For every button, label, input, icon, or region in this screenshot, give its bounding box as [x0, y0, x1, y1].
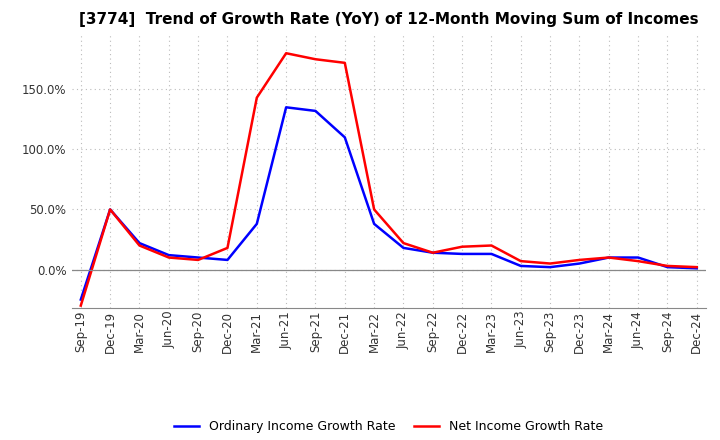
Title: [3774]  Trend of Growth Rate (YoY) of 12-Month Moving Sum of Incomes: [3774] Trend of Growth Rate (YoY) of 12-…: [79, 12, 698, 27]
Net Income Growth Rate: [164, 255, 173, 260]
Net Income Growth Rate: [106, 207, 114, 212]
Ordinary Income Growth Rate: [663, 264, 672, 270]
Net Income Growth Rate: [194, 257, 202, 263]
Ordinary Income Growth Rate: [341, 135, 349, 140]
Ordinary Income Growth Rate: [399, 245, 408, 250]
Ordinary Income Growth Rate: [106, 207, 114, 212]
Net Income Growth Rate: [76, 303, 85, 308]
Ordinary Income Growth Rate: [76, 297, 85, 302]
Net Income Growth Rate: [634, 258, 642, 264]
Ordinary Income Growth Rate: [634, 255, 642, 260]
Ordinary Income Growth Rate: [370, 221, 379, 227]
Ordinary Income Growth Rate: [311, 108, 320, 114]
Line: Ordinary Income Growth Rate: Ordinary Income Growth Rate: [81, 107, 697, 300]
Net Income Growth Rate: [605, 255, 613, 260]
Line: Net Income Growth Rate: Net Income Growth Rate: [81, 53, 697, 306]
Net Income Growth Rate: [370, 207, 379, 212]
Ordinary Income Growth Rate: [487, 251, 496, 257]
Ordinary Income Growth Rate: [223, 257, 232, 263]
Net Income Growth Rate: [693, 264, 701, 270]
Net Income Growth Rate: [341, 60, 349, 66]
Legend: Ordinary Income Growth Rate, Net Income Growth Rate: Ordinary Income Growth Rate, Net Income …: [169, 415, 608, 438]
Ordinary Income Growth Rate: [194, 255, 202, 260]
Ordinary Income Growth Rate: [575, 261, 584, 266]
Net Income Growth Rate: [223, 245, 232, 250]
Ordinary Income Growth Rate: [546, 264, 554, 270]
Net Income Growth Rate: [663, 263, 672, 268]
Net Income Growth Rate: [253, 95, 261, 100]
Ordinary Income Growth Rate: [164, 253, 173, 258]
Ordinary Income Growth Rate: [693, 266, 701, 271]
Net Income Growth Rate: [546, 261, 554, 266]
Ordinary Income Growth Rate: [253, 221, 261, 227]
Net Income Growth Rate: [428, 250, 437, 255]
Ordinary Income Growth Rate: [516, 263, 525, 268]
Ordinary Income Growth Rate: [282, 105, 290, 110]
Net Income Growth Rate: [399, 241, 408, 246]
Net Income Growth Rate: [575, 257, 584, 263]
Net Income Growth Rate: [516, 258, 525, 264]
Net Income Growth Rate: [487, 243, 496, 248]
Net Income Growth Rate: [135, 243, 144, 248]
Ordinary Income Growth Rate: [605, 255, 613, 260]
Ordinary Income Growth Rate: [135, 241, 144, 246]
Ordinary Income Growth Rate: [458, 251, 467, 257]
Net Income Growth Rate: [458, 244, 467, 249]
Net Income Growth Rate: [311, 57, 320, 62]
Net Income Growth Rate: [282, 51, 290, 56]
Ordinary Income Growth Rate: [428, 250, 437, 255]
